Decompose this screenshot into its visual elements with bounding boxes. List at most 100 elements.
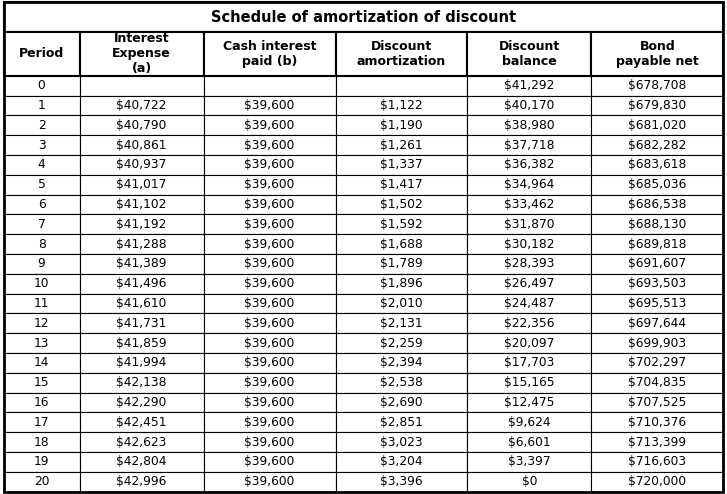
Bar — [80, 412, 204, 432]
Text: $1,688: $1,688 — [380, 238, 423, 250]
Bar — [204, 432, 335, 452]
Bar — [80, 254, 204, 274]
Text: $2,690: $2,690 — [380, 396, 423, 409]
Text: $2,010: $2,010 — [380, 297, 423, 310]
Bar — [4, 373, 80, 393]
Text: $685,036: $685,036 — [628, 178, 686, 191]
Bar — [4, 135, 80, 155]
Bar — [4, 393, 80, 412]
Text: 18: 18 — [34, 436, 49, 449]
Bar — [592, 333, 723, 353]
Text: 20: 20 — [34, 475, 49, 488]
Text: $22,356: $22,356 — [505, 317, 555, 330]
Text: $12,475: $12,475 — [505, 396, 555, 409]
Bar — [80, 32, 204, 76]
Bar — [4, 214, 80, 234]
Text: $20,097: $20,097 — [505, 336, 555, 350]
Text: $39,600: $39,600 — [244, 436, 294, 449]
Text: $702,297: $702,297 — [628, 356, 686, 370]
Bar — [592, 76, 723, 96]
Text: 15: 15 — [34, 376, 49, 389]
Bar — [80, 333, 204, 353]
Text: $41,017: $41,017 — [116, 178, 166, 191]
Text: $693,503: $693,503 — [628, 277, 686, 290]
Text: $40,722: $40,722 — [116, 99, 166, 112]
Text: Discount
amortization: Discount amortization — [357, 40, 446, 68]
Bar — [4, 155, 80, 175]
Text: $41,389: $41,389 — [116, 257, 166, 270]
Bar — [592, 274, 723, 293]
Bar — [592, 472, 723, 492]
Bar — [336, 76, 467, 96]
Bar — [4, 195, 80, 214]
Text: $683,618: $683,618 — [628, 159, 686, 171]
Bar — [80, 96, 204, 116]
Text: $688,130: $688,130 — [628, 218, 686, 231]
Bar — [204, 96, 335, 116]
Bar — [4, 432, 80, 452]
Bar — [4, 313, 80, 333]
Bar — [467, 175, 592, 195]
Bar — [204, 195, 335, 214]
Bar — [4, 76, 80, 96]
Text: $695,513: $695,513 — [628, 297, 686, 310]
Text: 19: 19 — [34, 455, 49, 468]
Bar — [204, 393, 335, 412]
Bar — [467, 452, 592, 472]
Text: $3,023: $3,023 — [380, 436, 423, 449]
Bar — [4, 96, 80, 116]
Bar — [467, 313, 592, 333]
Bar — [592, 96, 723, 116]
Bar — [80, 234, 204, 254]
Text: $1,122: $1,122 — [380, 99, 423, 112]
Text: $3,204: $3,204 — [380, 455, 423, 468]
Bar — [336, 472, 467, 492]
Bar — [204, 373, 335, 393]
Bar — [467, 254, 592, 274]
Bar — [204, 76, 335, 96]
Bar — [80, 432, 204, 452]
Bar — [467, 393, 592, 412]
Text: $39,600: $39,600 — [244, 238, 294, 250]
Bar — [80, 155, 204, 175]
Text: $42,623: $42,623 — [116, 436, 166, 449]
Text: $678,708: $678,708 — [628, 79, 686, 92]
Text: $697,644: $697,644 — [628, 317, 686, 330]
Text: $689,818: $689,818 — [628, 238, 686, 250]
Bar — [336, 333, 467, 353]
Bar — [336, 32, 467, 76]
Text: $681,020: $681,020 — [628, 119, 686, 132]
Bar — [80, 195, 204, 214]
Text: $3,396: $3,396 — [380, 475, 423, 488]
Text: $1,261: $1,261 — [380, 139, 423, 152]
Text: $41,610: $41,610 — [116, 297, 166, 310]
Text: $39,600: $39,600 — [244, 178, 294, 191]
Bar — [204, 274, 335, 293]
Text: $42,996: $42,996 — [116, 475, 166, 488]
Text: $682,282: $682,282 — [628, 139, 686, 152]
Text: $2,131: $2,131 — [380, 317, 423, 330]
Bar — [467, 135, 592, 155]
Bar — [80, 76, 204, 96]
Bar — [592, 175, 723, 195]
Text: 8: 8 — [38, 238, 46, 250]
Bar — [4, 472, 80, 492]
Text: $41,859: $41,859 — [116, 336, 167, 350]
Bar — [592, 432, 723, 452]
Text: $704,835: $704,835 — [628, 376, 686, 389]
Bar — [592, 135, 723, 155]
Bar — [4, 234, 80, 254]
Bar — [467, 293, 592, 313]
Bar — [592, 412, 723, 432]
Bar — [4, 333, 80, 353]
Text: $1,417: $1,417 — [380, 178, 423, 191]
Bar — [4, 412, 80, 432]
Text: Discount
balance: Discount balance — [499, 40, 560, 68]
Text: Period: Period — [19, 47, 64, 60]
Text: $39,600: $39,600 — [244, 198, 294, 211]
Text: 1: 1 — [38, 99, 46, 112]
Bar — [4, 353, 80, 373]
Bar — [204, 452, 335, 472]
Text: $2,259: $2,259 — [380, 336, 423, 350]
Bar — [336, 135, 467, 155]
